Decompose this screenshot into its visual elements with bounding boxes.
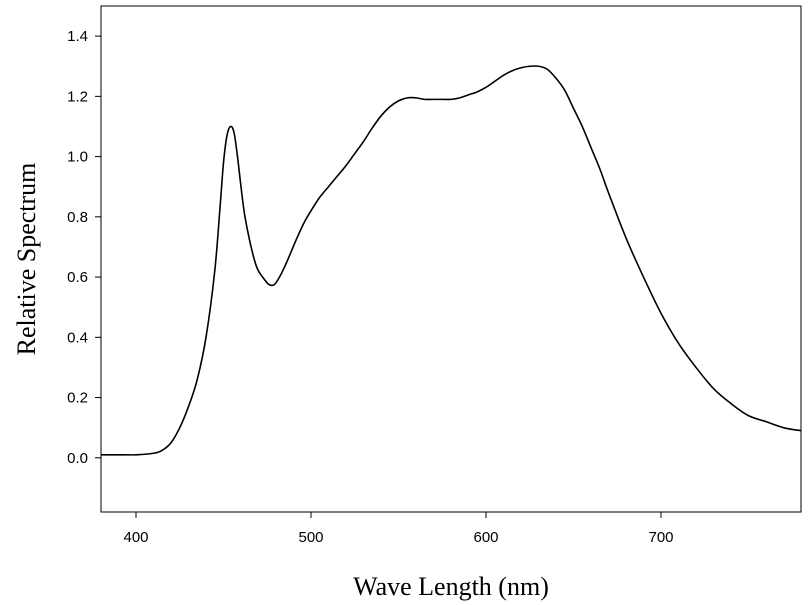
y-tick-label: 1.4 <box>67 28 88 45</box>
x-tick-label: 400 <box>123 529 148 546</box>
y-tick-label: 1.0 <box>67 149 88 166</box>
y-tick-label: 0.4 <box>67 329 88 346</box>
y-axis-ticks: 0.0 0.2 0.4 0.6 0.8 1.0 1.2 1.4 <box>67 28 101 467</box>
y-axis-title: Relative Spectrum <box>12 163 41 356</box>
y-tick-label: 0.8 <box>67 209 88 226</box>
x-axis-ticks: 400 500 600 700 <box>123 512 674 546</box>
x-tick-label: 700 <box>648 529 673 546</box>
series-layer <box>101 65 802 456</box>
x-tick-label: 500 <box>298 529 323 546</box>
y-tick-label: 1.2 <box>67 88 88 105</box>
y-tick-label: 0.2 <box>67 390 88 407</box>
spectrum-line <box>101 65 802 456</box>
plot-frame <box>100 5 802 513</box>
y-tick-label: 0.6 <box>67 269 88 286</box>
x-tick-label: 600 <box>473 529 498 546</box>
x-axis-title: Wave Length (nm) <box>353 572 549 601</box>
y-tick-label: 0.0 <box>67 450 88 467</box>
